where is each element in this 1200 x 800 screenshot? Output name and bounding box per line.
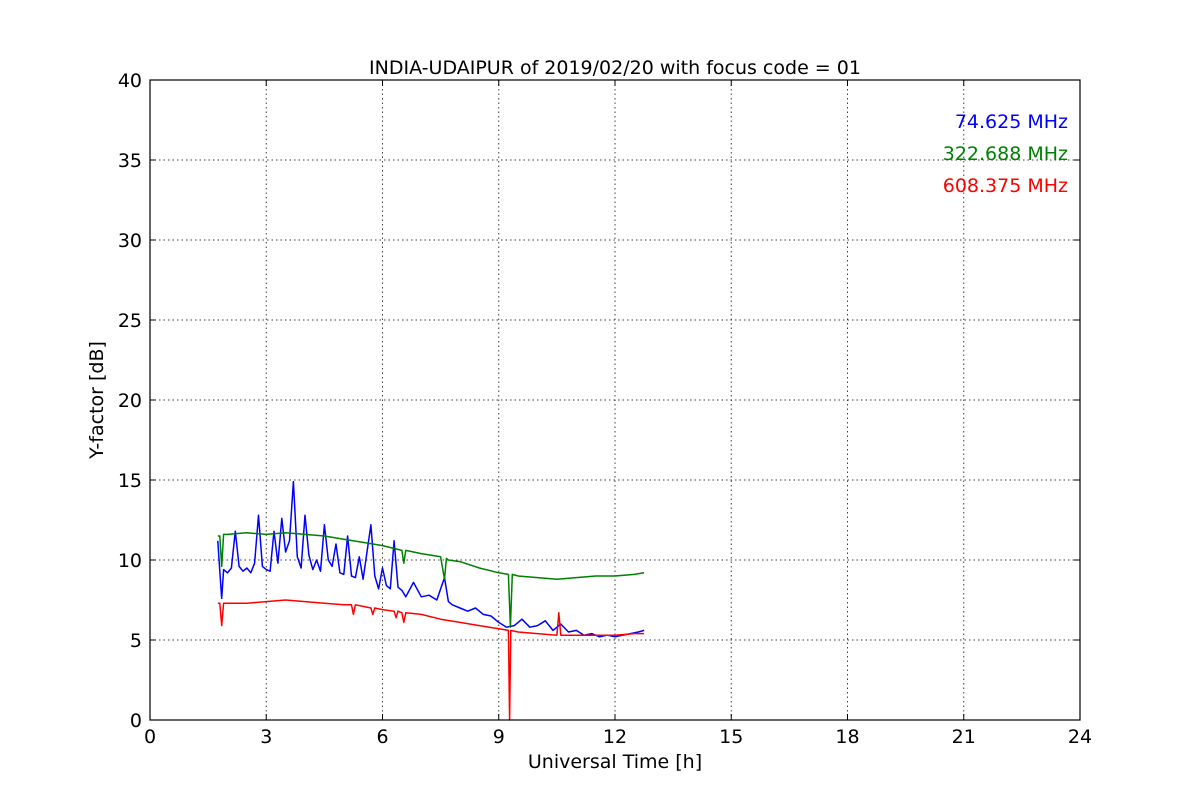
chart-title: INDIA-UDAIPUR of 2019/02/20 with focus c… bbox=[369, 57, 861, 79]
series-line-2 bbox=[217, 599, 645, 721]
y-tick-label: 20 bbox=[118, 390, 142, 412]
x-tick-label: 9 bbox=[493, 726, 505, 748]
y-tick-label: 10 bbox=[118, 550, 142, 572]
y-tick-label: 30 bbox=[118, 230, 142, 252]
y-tick-label: 5 bbox=[130, 630, 142, 652]
series-layer bbox=[217, 480, 645, 721]
x-tick-labels: 0 3 6 9 12 15 18 21 24 bbox=[144, 726, 1092, 748]
x-tick-label: 24 bbox=[1068, 726, 1092, 748]
y-tick-label: 40 bbox=[118, 70, 142, 92]
series-line-1 bbox=[217, 532, 645, 628]
x-tick-label: 6 bbox=[376, 726, 388, 748]
x-tick-label: 21 bbox=[952, 726, 976, 748]
legend-entry-1: 322.688 MHz bbox=[943, 143, 1068, 165]
y-tick-label: 15 bbox=[118, 470, 142, 492]
y-tick-labels: 0 5 10 15 20 25 30 35 40 bbox=[118, 70, 142, 732]
x-tick-label: 15 bbox=[719, 726, 743, 748]
x-tick-label: 18 bbox=[835, 726, 859, 748]
y-tick-label: 35 bbox=[118, 150, 142, 172]
y-axis-label: Y-factor [dB] bbox=[86, 341, 108, 460]
x-tick-label: 0 bbox=[144, 726, 156, 748]
y-tick-label: 25 bbox=[118, 310, 142, 332]
legend: 74.625 MHz 322.688 MHz 608.375 MHz bbox=[943, 111, 1068, 197]
x-axis-label: Universal Time [h] bbox=[528, 751, 702, 773]
grid bbox=[150, 80, 1080, 720]
series-line-0 bbox=[217, 480, 645, 638]
x-tick-label: 12 bbox=[603, 726, 627, 748]
legend-entry-0: 74.625 MHz bbox=[955, 111, 1068, 133]
x-tick-label: 3 bbox=[260, 726, 272, 748]
axis-ticks bbox=[149, 79, 1081, 721]
legend-entry-2: 608.375 MHz bbox=[943, 175, 1068, 197]
y-tick-label: 0 bbox=[130, 710, 142, 732]
